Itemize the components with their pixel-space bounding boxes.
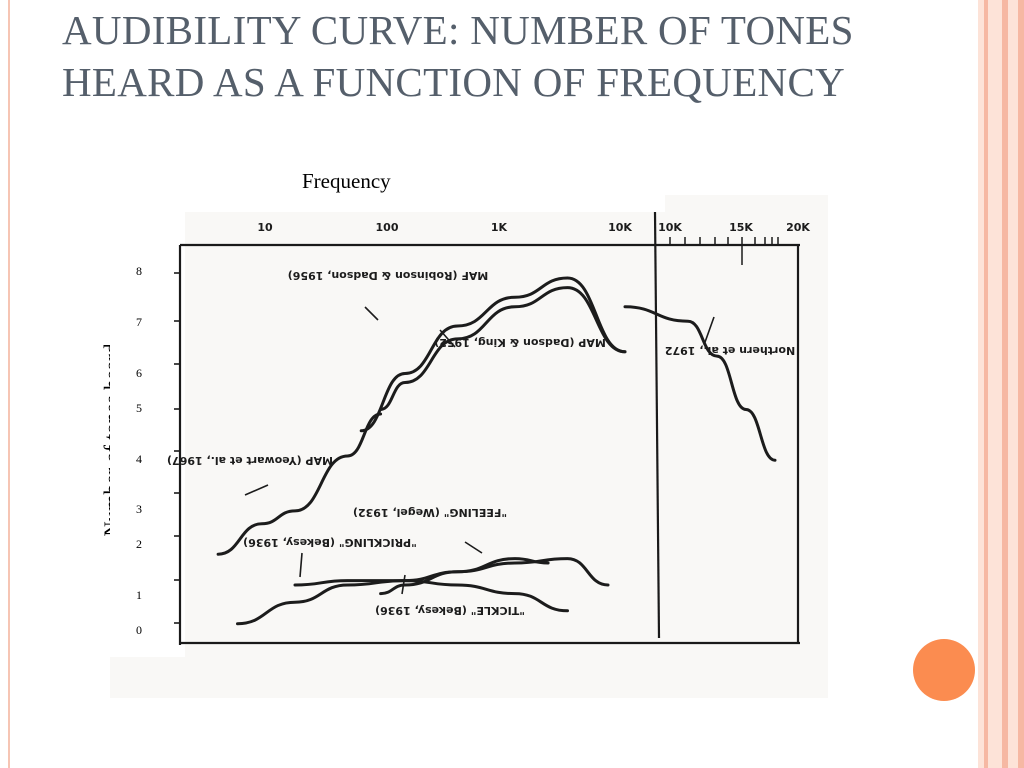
decorative-stripes: [978, 0, 1024, 768]
series-line-tickle-bekesy-1936: [293, 579, 569, 613]
annotation-maf-robinson-dadson-1956: MAF (Robinson & Dadson, 1956): [288, 269, 489, 282]
x-axis-label: Frequency: [302, 169, 391, 193]
x-tick-label: 100: [376, 221, 399, 234]
x-tick-label: 10K: [608, 221, 632, 234]
x-tick-label: 1K: [491, 221, 508, 234]
x-tick-label: 15K: [729, 221, 753, 234]
annotation-northern-et-al-1972: Northern et al., 1972: [665, 344, 795, 357]
y-tick-label: 7: [136, 315, 142, 329]
leader-lines: [244, 306, 715, 595]
y-tick-label: 2: [136, 537, 142, 551]
annotation-prickling-bekesy-1936: "PRICKLING" (Bekesy, 1936): [243, 536, 417, 549]
series-line-map-yeowart-et-al-1967: [216, 412, 383, 556]
series-line-prickling-bekesy-1936: [236, 557, 610, 626]
y-tick-label: 1: [136, 588, 142, 602]
annotation-tickle-bekesy-1936: "TICKLE" (Bekesy, 1936): [375, 604, 525, 617]
annotation-map-dadson-king-1952: MAP (Dadson & King, 1952): [434, 336, 606, 349]
y-tick-label: 8: [136, 264, 142, 278]
slide-title: AUDIBILITY CURVE: NUMBER OF TONES HEARD …: [62, 7, 854, 105]
series-line-northern-et-al-1972: [623, 305, 777, 462]
y-tick-label: 0: [136, 623, 142, 637]
left-decor-rule: [8, 0, 10, 768]
y-tick-label: 5: [136, 401, 142, 415]
chart-svg: MAF (Robinson & Dadson, 1956) MAP (Dadson…: [110, 195, 828, 698]
orange-dot-decor: [913, 639, 975, 701]
y-tick-label: 4: [136, 452, 142, 466]
x-tick-label: 10: [257, 221, 273, 234]
series-line-feeling-wegel-1932: [379, 557, 550, 596]
x-tick-label: 10K: [658, 221, 682, 234]
series-line-maf-robinson-dadson-1956: [359, 276, 627, 433]
x-ticks: [669, 237, 779, 265]
x-tick-label: 20K: [786, 221, 810, 234]
chart-figure: MAF (Robinson & Dadson, 1956) MAP (Dadson…: [110, 195, 828, 698]
y-tick-label: 3: [136, 502, 142, 516]
annotation-feeling-wegel-1932: "FEELING" (Wegel, 1932): [353, 506, 507, 519]
series-line-map-dadson-king-1952: [379, 286, 627, 411]
plot-frame: [178, 211, 800, 645]
y-ticks: [174, 272, 180, 624]
annotation-map-yeowart-et-al-1967: MAP (Yeowart et al., 1967): [167, 454, 333, 467]
y-tick-label: 6: [136, 366, 142, 380]
